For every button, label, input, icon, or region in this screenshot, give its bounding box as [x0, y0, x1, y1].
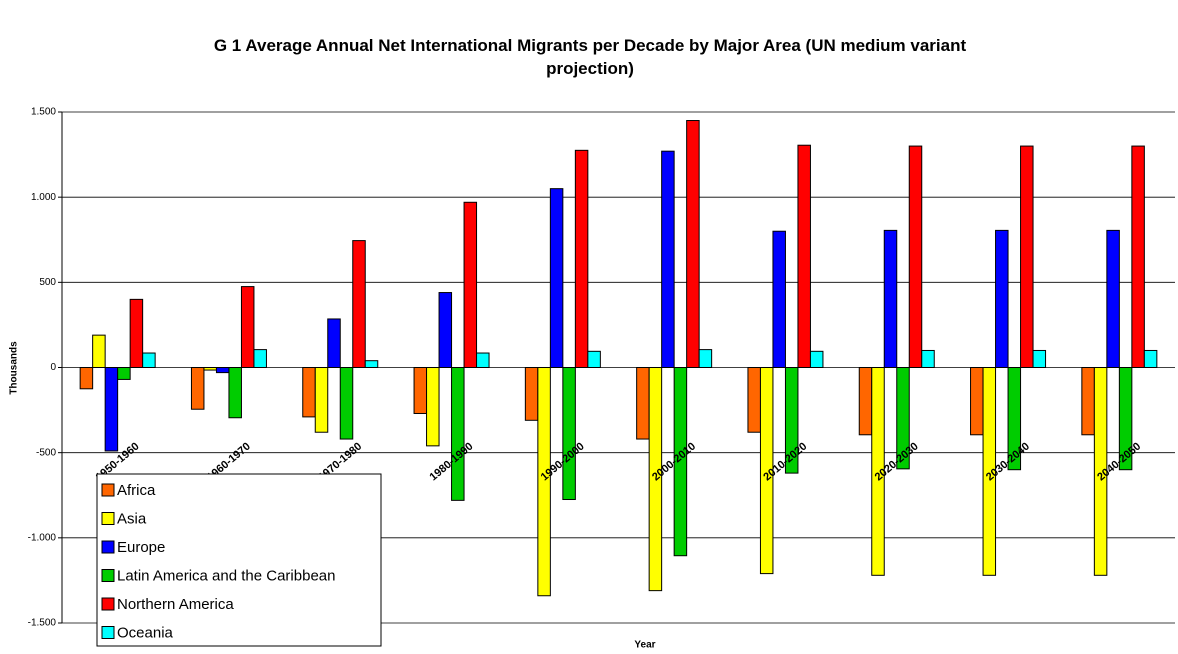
bar: [364, 360, 379, 369]
bar: [661, 150, 675, 368]
bar: [240, 286, 255, 369]
legend-label: Asia: [117, 510, 147, 527]
bar: [413, 367, 428, 414]
bar: [648, 367, 663, 592]
bar: [327, 318, 341, 368]
y-tick-label: -1.500: [28, 618, 57, 629]
bar: [451, 367, 465, 501]
bar: [772, 230, 786, 368]
y-tick-label: 1.000: [31, 192, 56, 203]
y-axis-label: Thousands: [9, 341, 20, 395]
bar: [1106, 229, 1120, 368]
legend-label: Northern America: [117, 596, 234, 613]
bar: [1007, 367, 1022, 471]
bar: [908, 145, 923, 368]
bar: [587, 350, 601, 368]
bar: [129, 298, 144, 368]
bar: [92, 334, 106, 368]
legend-label: Oceania: [117, 624, 174, 641]
bar: [562, 367, 576, 501]
bar: [549, 188, 564, 368]
bar: [574, 149, 589, 368]
bar: [1081, 367, 1095, 436]
bar: [921, 349, 935, 369]
legend-swatch: [101, 597, 115, 611]
legend-swatch: [101, 540, 115, 554]
bar: [203, 367, 217, 371]
bar: [995, 229, 1009, 368]
bar: [1093, 367, 1108, 576]
bar: [1032, 349, 1047, 369]
bar: [759, 367, 774, 575]
legend-label: Europe: [117, 539, 165, 556]
bar: [636, 367, 650, 440]
legend-swatch: [101, 626, 115, 639]
bar: [1143, 349, 1158, 369]
bar: [426, 367, 440, 447]
bar: [982, 367, 997, 576]
legend-swatch: [101, 483, 115, 497]
bar: [314, 367, 329, 433]
legend-swatch: [101, 569, 115, 582]
bar: [797, 144, 811, 368]
bar: [1131, 145, 1145, 368]
bar: [352, 240, 366, 368]
legend-box: [96, 473, 382, 647]
bar: [1118, 367, 1133, 471]
bar: [871, 367, 885, 576]
bar: [253, 349, 267, 368]
bar: [117, 367, 131, 380]
bar: [190, 367, 205, 410]
legend-swatch: [101, 512, 115, 525]
bar: [228, 367, 242, 419]
bar: [476, 352, 490, 369]
bar: [302, 367, 316, 418]
bar: [698, 349, 713, 368]
bar: [438, 292, 453, 369]
bar: [537, 367, 551, 597]
bar: [104, 367, 119, 452]
bar: [896, 367, 910, 470]
chart-title: G 1 Average Annual Net International Mig…: [213, 36, 967, 78]
y-tick-label: 500: [39, 277, 56, 288]
bar: [809, 350, 824, 368]
legend-label: Latin America and the Caribbean: [117, 567, 335, 584]
bar: [79, 367, 94, 390]
bar: [970, 367, 984, 436]
bar: [463, 201, 478, 368]
y-tick-label: -1.000: [28, 532, 57, 543]
bar: [747, 367, 761, 433]
bar: [858, 367, 873, 436]
bar: [784, 367, 799, 474]
bar: [686, 120, 700, 369]
bar: [1020, 145, 1034, 368]
bar: [142, 352, 156, 369]
bar: [339, 367, 354, 440]
y-tick-label: -500: [36, 447, 56, 458]
x-axis-label: Year: [634, 640, 655, 651]
y-tick-label: 0: [50, 362, 56, 373]
bar: [215, 367, 230, 374]
legend-label: Africa: [117, 482, 156, 499]
bar: [524, 367, 539, 421]
y-tick-label: 1.500: [31, 107, 56, 118]
bar: [673, 367, 688, 557]
bar: [883, 229, 898, 368]
